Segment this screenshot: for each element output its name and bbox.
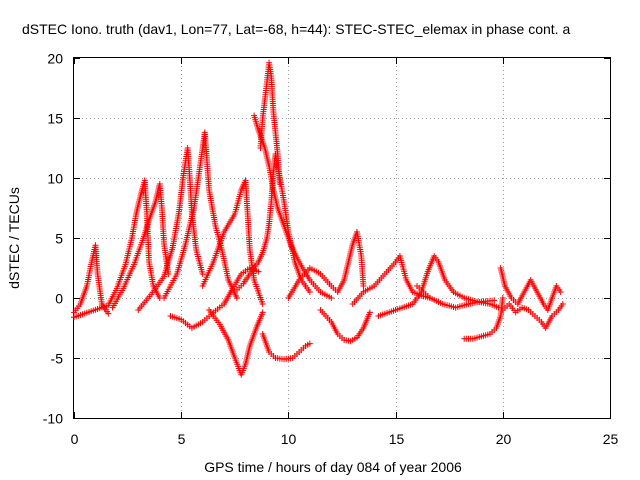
data-point bbox=[255, 268, 262, 275]
y-axis-label: dSTEC / TECUs bbox=[6, 187, 22, 289]
y-tick-label: -5 bbox=[51, 351, 64, 367]
y-tick-label: -10 bbox=[43, 411, 63, 427]
data-point bbox=[360, 283, 367, 289]
series-pass-08 bbox=[206, 307, 266, 378]
series-pass-07 bbox=[199, 177, 266, 307]
data-point bbox=[328, 295, 335, 301]
series-pass-05 bbox=[161, 129, 240, 301]
y-tick-label: 20 bbox=[47, 51, 63, 67]
x-tick-label: 25 bbox=[603, 431, 619, 447]
x-tick-label: 20 bbox=[496, 431, 512, 447]
x-axis-label: GPS time / hours of day 084 of year 2006 bbox=[204, 459, 462, 475]
data-point bbox=[491, 297, 498, 304]
data-point bbox=[557, 289, 564, 295]
series-pass-15 bbox=[349, 253, 433, 307]
series-pass-03 bbox=[109, 181, 172, 311]
series-pass-12 bbox=[259, 331, 313, 363]
data-point bbox=[276, 181, 283, 187]
data-point bbox=[306, 289, 313, 295]
data-point bbox=[199, 271, 206, 277]
series-pass-18 bbox=[461, 295, 506, 342]
data-point bbox=[499, 295, 506, 301]
data-point bbox=[105, 310, 112, 317]
grid bbox=[74, 58, 610, 418]
series-pass-19 bbox=[497, 265, 564, 313]
data-point bbox=[559, 301, 566, 307]
data-point bbox=[366, 309, 373, 316]
series-pass-01 bbox=[71, 242, 112, 317]
data-point bbox=[259, 301, 266, 307]
chart-title: dSTEC Iono. truth (dav1, Lon=77, Lat=-68… bbox=[22, 21, 570, 37]
x-tick-label: 15 bbox=[389, 431, 405, 447]
x-tick-label: 5 bbox=[178, 431, 186, 447]
plot-frame bbox=[73, 57, 611, 419]
y-tick-label: 10 bbox=[47, 171, 63, 187]
series-pass-17 bbox=[414, 283, 498, 311]
y-tick-label: 0 bbox=[55, 291, 63, 307]
y-tick-label: 5 bbox=[55, 231, 63, 247]
y-tick-label: 15 bbox=[47, 111, 63, 127]
series-pass-13 bbox=[285, 229, 367, 301]
data-points bbox=[71, 59, 566, 378]
x-tick-label: 10 bbox=[281, 431, 297, 447]
series-pass-16 bbox=[375, 253, 502, 319]
data-point bbox=[259, 309, 266, 316]
series-pass-11 bbox=[251, 112, 335, 301]
series-pass-02 bbox=[71, 177, 163, 321]
axis-tick-labels: 0 5 10 15 20 25 -10 -5 0 5 10 15 20 bbox=[43, 51, 619, 448]
series-pass-20 bbox=[499, 301, 566, 331]
series-pass-10 bbox=[257, 59, 283, 187]
series-pass-14 bbox=[317, 307, 373, 345]
data-point bbox=[306, 340, 313, 347]
x-tick-label: 0 bbox=[71, 431, 79, 447]
series-pass-04 bbox=[135, 145, 206, 313]
axis-ticks bbox=[74, 58, 611, 419]
data-point bbox=[233, 295, 240, 301]
